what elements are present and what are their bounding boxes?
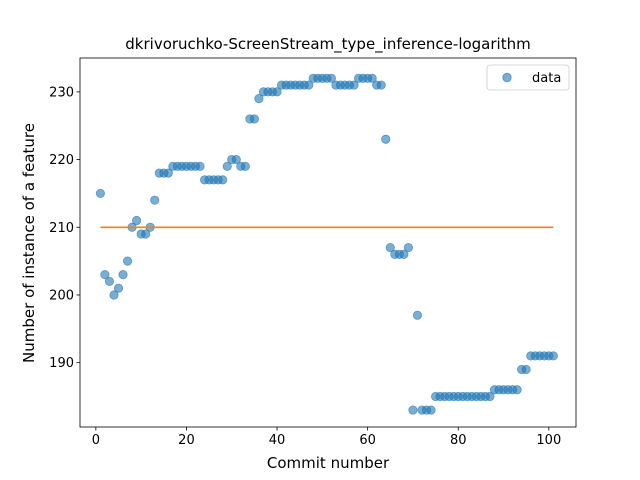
data-point: [132, 215, 142, 226]
x-tick-label: 60: [359, 433, 376, 448]
x-axis-label: Commit number: [267, 454, 390, 472]
data-point: [304, 80, 314, 90]
data-point: [150, 195, 160, 205]
data-point: [381, 134, 391, 144]
y-tick-label: 230: [49, 85, 74, 100]
data-point: [249, 114, 259, 124]
legend-label: data: [532, 71, 561, 86]
y-tick-label: 220: [49, 153, 74, 168]
data-point: [113, 283, 124, 293]
data-point: [376, 80, 386, 90]
data-point: [231, 154, 241, 165]
data-point: [385, 242, 395, 253]
y-tick-label: 210: [49, 221, 74, 236]
y-axis-label: Number of instance of a feature: [20, 123, 38, 363]
x-tick-label: 20: [178, 433, 195, 448]
data-point: [100, 270, 110, 280]
data-point: [141, 229, 151, 239]
data-point: [426, 405, 436, 415]
x-tick-label: 40: [269, 433, 286, 448]
x-tick-label: 0: [92, 433, 100, 448]
data-point: [104, 276, 115, 287]
data-point: [403, 242, 414, 253]
data-point: [222, 161, 232, 171]
data-point: [240, 161, 250, 171]
data-point: [109, 290, 119, 300]
data-point: [485, 391, 495, 402]
y-tick-label: 190: [49, 356, 74, 371]
axes: 0 20 40 60 80 100 190 200 210 220 230: [49, 57, 577, 448]
legend: data: [486, 64, 570, 91]
data-point: [195, 161, 205, 171]
data-point: [349, 80, 359, 90]
data-point: [521, 364, 531, 375]
chart-title: dkrivoruchko-ScreenStream_type_inference…: [125, 35, 530, 54]
axes-frame: [79, 57, 577, 428]
data-point: [548, 351, 558, 361]
legend-marker: [502, 72, 512, 83]
data-point: [118, 270, 128, 280]
data-point: [272, 87, 282, 97]
data-point: [399, 249, 409, 259]
data-point: [326, 73, 336, 83]
data-point: [367, 73, 377, 83]
data-point: [412, 310, 423, 320]
plot-area: [95, 73, 558, 415]
legend-box: [486, 64, 570, 91]
data-point: [163, 168, 173, 178]
data-point: [408, 405, 418, 415]
x-tick-label: 100: [536, 433, 561, 448]
data-point: [95, 188, 105, 199]
x-tick-label: 80: [450, 433, 467, 448]
data-point: [218, 175, 228, 185]
data-point: [512, 385, 522, 395]
y-tick-label: 200: [49, 288, 74, 303]
data-point: [122, 256, 133, 266]
data-point: [254, 94, 264, 104]
